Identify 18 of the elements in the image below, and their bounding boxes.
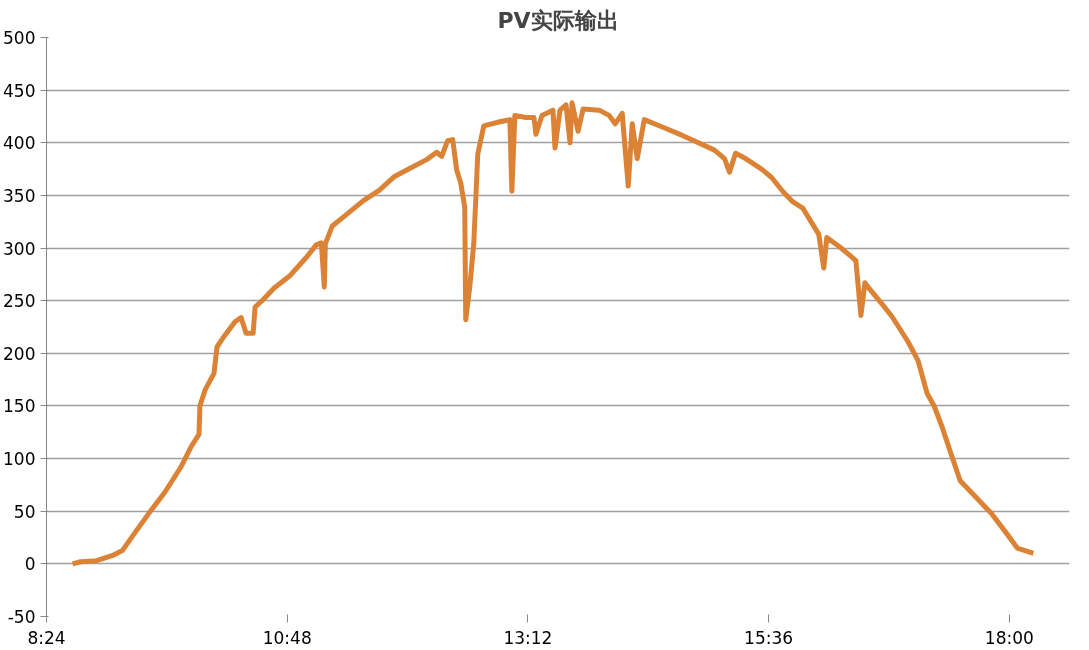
y-tick-label: 300 [3, 238, 36, 259]
y-tick-label: 0 [24, 554, 36, 575]
y-tick-label: 250 [3, 291, 36, 312]
x-tick-label: 13:12 [503, 627, 553, 648]
y-tick-label: 150 [3, 396, 36, 417]
y-tick-label: 450 [3, 80, 36, 101]
y-tick-label: -50 [7, 607, 36, 627]
x-tick-label: 18:00 [984, 627, 1034, 648]
x-tick-label: 10:48 [262, 627, 312, 648]
y-tick-label: 50 [13, 501, 36, 522]
y-tick-label: 400 [3, 133, 36, 154]
y-tick-label: 200 [3, 343, 36, 364]
y-tick-label: 100 [3, 449, 36, 470]
chart-title: PV实际输出 [497, 7, 619, 33]
x-tick-label: 15:36 [744, 627, 794, 648]
y-tick-label: 500 [3, 28, 36, 48]
x-tick-label: 8:24 [27, 627, 66, 648]
y-tick-label: 350 [3, 185, 36, 206]
